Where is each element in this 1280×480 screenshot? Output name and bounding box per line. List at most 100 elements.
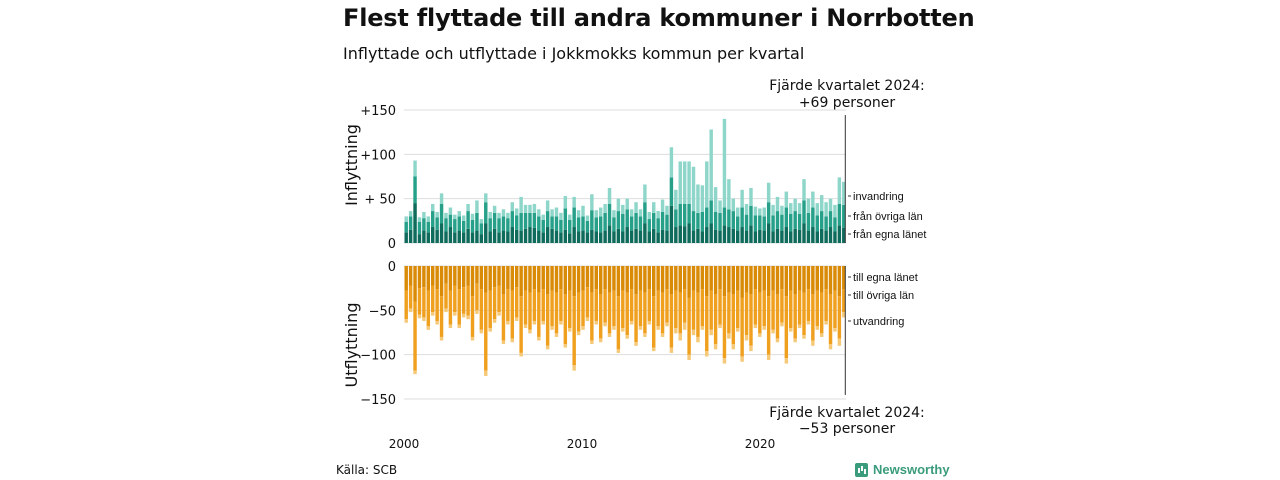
inflow-bar-0 (532, 227, 537, 243)
outflow-bar-2 (740, 356, 744, 362)
inflow-bar-1 (718, 212, 722, 231)
outflow-bar-1 (731, 294, 736, 345)
outflow-bar-2 (762, 326, 766, 330)
inflow-bar-0 (550, 228, 554, 243)
outflow-annotation-line1: Fjärde kvartalet 2024: (769, 405, 925, 421)
outflow-bar-2 (426, 326, 431, 330)
inflow-bar-2 (568, 214, 572, 220)
outflow-bar-1 (652, 296, 656, 348)
outflow-bar-1 (435, 289, 439, 321)
inflow-bar-2 (461, 215, 466, 221)
inflow-bar-0 (514, 229, 519, 243)
inflow-bar-0 (793, 228, 797, 243)
inflow-bar-1 (669, 177, 674, 206)
inflow-bar-0 (492, 228, 497, 243)
outflow-bar-2 (709, 329, 713, 336)
outflow-bar-1 (616, 296, 621, 350)
inflow-annotation-line2: +69 personer (799, 95, 896, 111)
inflow-bar-0 (762, 230, 766, 243)
inflow-bar-2 (572, 196, 576, 208)
inflow-bar-2 (585, 215, 590, 221)
outflow-bar-2 (718, 324, 722, 329)
inflow-bar-2 (581, 205, 585, 217)
inflow-bar-0 (559, 232, 563, 243)
outflow-bar-1 (806, 289, 811, 321)
outflow-bar-0 (466, 266, 470, 286)
outflow-bar-0 (713, 266, 718, 295)
inflow-bar-1 (780, 214, 784, 231)
inflow-bar-1 (537, 216, 541, 231)
inflow-bar-1 (461, 220, 466, 233)
inflow-bar-1 (802, 200, 806, 224)
outflow-bar-2 (470, 336, 475, 341)
inflow-bar-2 (431, 203, 435, 212)
inflow-bar-0 (837, 225, 842, 243)
inflow-bar-1 (550, 216, 554, 229)
outflow-bar-1 (426, 290, 431, 327)
outflow-bar-0 (590, 266, 594, 293)
inflow-bar-0 (634, 228, 638, 243)
outflow-bar-2 (669, 347, 674, 353)
inflow-bar-2 (660, 199, 665, 212)
inflow-bar-0 (545, 227, 550, 243)
outflow-bar-2 (634, 342, 638, 346)
inflow-bar-2 (802, 179, 806, 201)
outflow-bar-0 (607, 266, 612, 293)
outflow-bar-0 (775, 266, 780, 295)
outflow-bar-2 (612, 326, 616, 330)
outflow-bar-0 (439, 266, 444, 297)
outflow-bar-2 (590, 340, 594, 345)
inflow-bar-2 (766, 182, 771, 203)
inflow-bar-0 (519, 230, 523, 243)
inflow-bar-0 (815, 231, 819, 243)
inflow-bar-1 (488, 218, 492, 232)
inflow-bar-2 (537, 209, 541, 217)
outflow-bar-2 (413, 370, 417, 375)
outflow-bar-2 (598, 338, 603, 343)
inflow-annotation-line1: Fjärde kvartalet 2024: (769, 78, 925, 94)
outflow-bar-0 (519, 266, 523, 297)
inflow-bar-2 (793, 198, 797, 212)
inflow-bar-2 (448, 207, 453, 215)
outflow-bar-0 (594, 266, 598, 290)
outflow-bar-1 (484, 292, 488, 371)
outflow-y-axis-label: Utflyttning (342, 303, 361, 388)
inflow-bar-1 (523, 212, 528, 229)
inflow-bar-2 (488, 211, 492, 219)
inflow-bar-0 (674, 227, 678, 243)
outflow-bar-1 (709, 290, 713, 330)
outflow-legend-utvandring: utvandring (853, 316, 904, 328)
inflow-bar-0 (479, 234, 484, 243)
outflow-bar-1 (837, 296, 842, 339)
inflow-bar-1 (590, 210, 594, 230)
inflow-bar-2 (492, 205, 497, 213)
outflow-bar-1 (607, 292, 612, 334)
outflow-bar-1 (793, 294, 797, 339)
outflow-bar-2 (828, 344, 833, 350)
inflow-y-tick-label: + 50 (364, 193, 396, 208)
outflow-bar-2 (621, 328, 625, 332)
inflow-bar-2 (656, 211, 660, 219)
inflow-bar-1 (819, 211, 824, 229)
outflow-bar-2 (448, 324, 453, 329)
outflow-bar-1 (762, 290, 766, 327)
outflow-bar-0 (559, 266, 563, 290)
inflow-bar-1 (758, 215, 762, 230)
inflow-bar-2 (453, 214, 457, 220)
outflow-bar-1 (603, 289, 607, 323)
outflow-bar-2 (753, 324, 758, 329)
inflow-bar-1 (687, 203, 691, 224)
outflow-bar-2 (625, 335, 629, 339)
outflow-bar-1 (784, 296, 789, 359)
inflow-bar-2 (545, 200, 550, 212)
outflow-bar-1 (510, 290, 515, 339)
inflow-bar-0 (435, 229, 439, 243)
outflow-bar-1 (417, 288, 422, 315)
outflow-bar-0 (837, 266, 842, 297)
inflow-bar-1 (665, 214, 669, 231)
inflow-bar-0 (828, 227, 833, 243)
inflow-bar-0 (541, 232, 545, 243)
outflow-bar-1 (537, 292, 541, 337)
inflow-bar-1 (576, 217, 581, 232)
outflow-bar-0 (541, 266, 545, 290)
